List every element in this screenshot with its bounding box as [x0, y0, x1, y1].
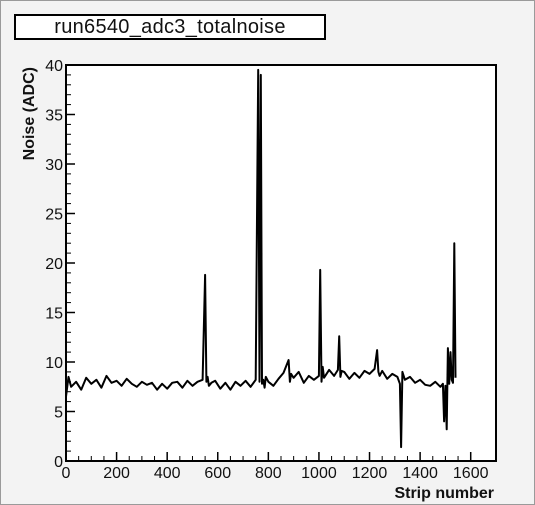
- x-tick-label: 800: [255, 465, 282, 482]
- x-tick-label: 1600: [453, 465, 489, 482]
- y-axis-label: Noise (ADC): [21, 67, 38, 160]
- y-tick-label: 30: [45, 157, 63, 174]
- tick-labels: 0 200 400 600 800 1000 1200 1400 1600 0 5 10 15 20 25 3…: [45, 58, 488, 482]
- y-tick-label: 25: [45, 207, 63, 224]
- noise-series-line: [65, 68, 457, 449]
- x-tick-label: 200: [103, 465, 130, 482]
- y-tick-label: 10: [45, 355, 63, 372]
- y-tick-label: 40: [45, 58, 63, 75]
- y-tick-label: 5: [54, 405, 63, 422]
- x-tick-label: 400: [154, 465, 181, 482]
- y-tick-label: 20: [45, 256, 63, 273]
- y-tick-label: 0: [54, 454, 63, 471]
- chart-title: run6540_adc3_totalnoise: [14, 14, 326, 40]
- x-axis-label: Strip number: [394, 485, 494, 502]
- y-tick-label: 15: [45, 306, 63, 323]
- x-tick-label: 1000: [301, 465, 337, 482]
- x-tick-label: 1200: [352, 465, 388, 482]
- x-tick-label: 600: [204, 465, 231, 482]
- x-tick-label: 0: [62, 465, 71, 482]
- y-tick-label: 35: [45, 108, 63, 125]
- x-tick-label: 1400: [402, 465, 438, 482]
- plot-frame: [65, 64, 497, 462]
- axis-ticks: [65, 64, 472, 462]
